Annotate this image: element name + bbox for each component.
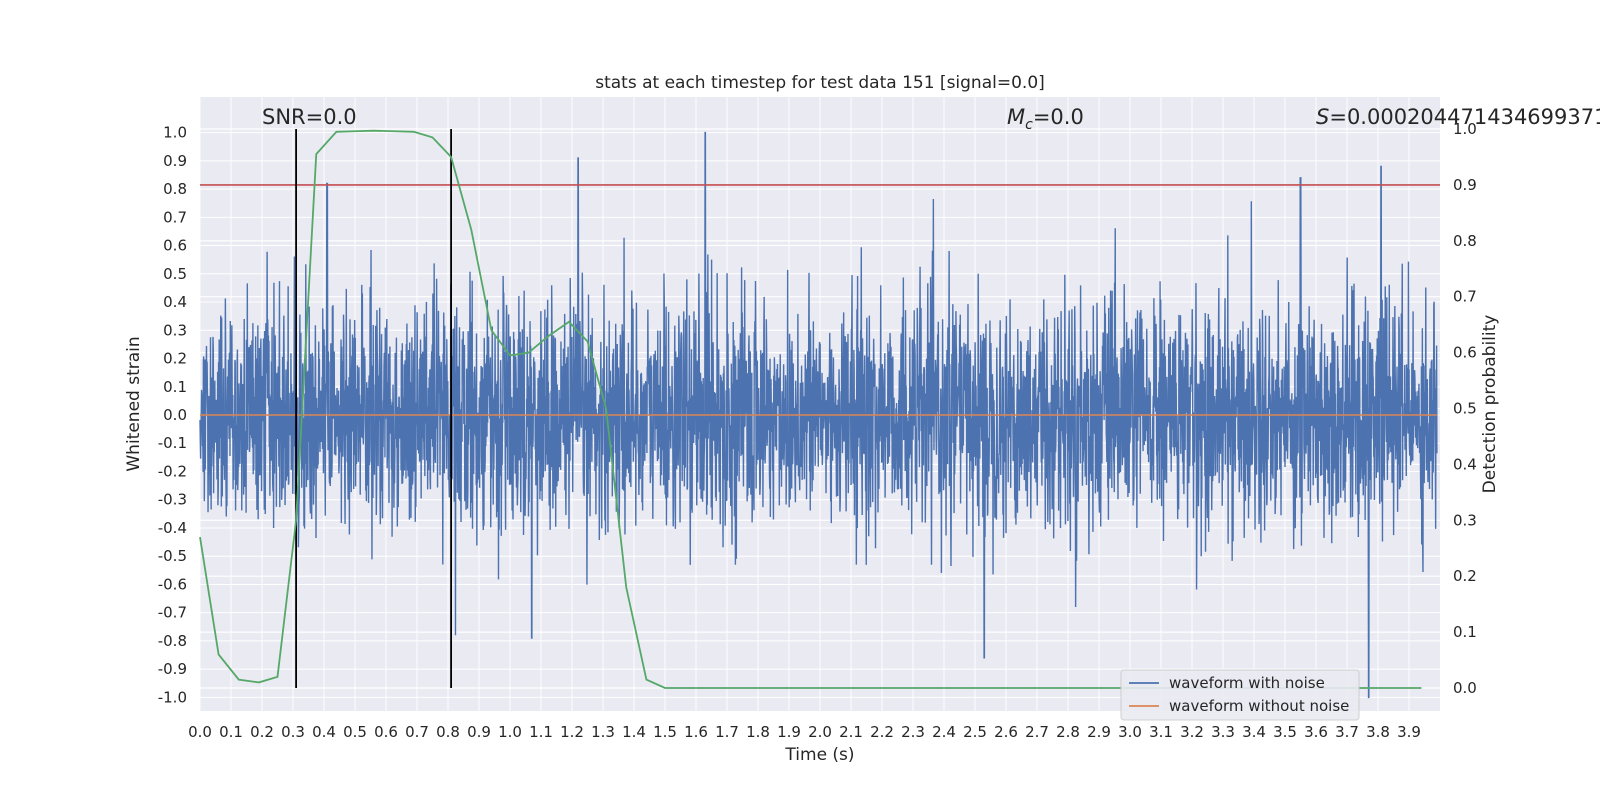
s-symbol: S xyxy=(1316,105,1329,129)
y-tick-label-right: 0.7 xyxy=(1453,288,1477,306)
x-tick-labels: 0.0 0.1 0.2 0.3 0.4 0.5 0.6 0.7 0.8 0.9 1.0 1.1 1.2 1… xyxy=(188,723,1421,741)
x-tick-label: 0.2 xyxy=(250,723,274,741)
y-tick-label-left: -0.6 xyxy=(158,575,187,593)
x-tick-label: 2.5 xyxy=(963,723,987,741)
x-tick-label: 3.5 xyxy=(1273,723,1297,741)
x-tick-label: 3.8 xyxy=(1366,723,1390,741)
x-tick-label: 3.9 xyxy=(1397,723,1421,741)
y-tick-label-left: 0.0 xyxy=(163,406,187,424)
chart-title: stats at each timestep for test data 151… xyxy=(595,73,1045,93)
x-tick-label: 0.5 xyxy=(343,723,367,741)
marker-lines-group xyxy=(295,129,453,688)
x-tick-label: 3.3 xyxy=(1211,723,1235,741)
x-tick-label: 1.0 xyxy=(498,723,522,741)
x-tick-label: 1.7 xyxy=(715,723,739,741)
y-tick-label-left: 1.0 xyxy=(163,124,187,142)
x-tick-label: 1.2 xyxy=(560,723,584,741)
legend-label-noise: waveform with noise xyxy=(1169,674,1325,692)
detection-probability-line xyxy=(199,129,1422,689)
snr-annotation: SNR=0.0 xyxy=(262,105,357,129)
y-tick-label-left: -0.5 xyxy=(158,547,187,565)
x-tick-label: 3.6 xyxy=(1304,723,1328,741)
snr-value: 0.0 xyxy=(323,105,356,129)
y-tick-label-left: -0.7 xyxy=(158,604,187,622)
y-tick-label-left: 0.7 xyxy=(163,208,187,226)
x-tick-label: 0.0 xyxy=(188,723,212,741)
y-axis-label-right: Detection probability xyxy=(1480,315,1500,494)
y-tick-labels-left: -1.0 -0.9 -0.8 -0.7 -0.6 -0.5 -0.4 -0.3 -0.2 -0.1… xyxy=(158,124,187,707)
legend: waveform with noise waveform without noi… xyxy=(1120,669,1360,721)
y-tick-label-right: 0.0 xyxy=(1453,679,1477,697)
y-tick-label-left: -0.1 xyxy=(158,434,187,452)
mc-subscript: c xyxy=(1025,117,1033,133)
x-tick-label: 2.0 xyxy=(808,723,832,741)
x-tick-label: 0.1 xyxy=(219,723,243,741)
legend-label-clean: waveform without noise xyxy=(1169,697,1349,715)
y-tick-label-left: 0.8 xyxy=(163,180,187,198)
x-tick-label: 1.3 xyxy=(591,723,615,741)
x-tick-label: 1.9 xyxy=(777,723,801,741)
x-tick-label: 2.6 xyxy=(994,723,1018,741)
x-tick-label: 2.7 xyxy=(1025,723,1049,741)
y-tick-label-left: 0.2 xyxy=(163,350,187,368)
legend-box xyxy=(1120,669,1360,721)
x-tick-label: 0.7 xyxy=(405,723,429,741)
x-tick-label: 0.4 xyxy=(312,723,336,741)
x-tick-label: 3.4 xyxy=(1242,723,1266,741)
x-tick-label: 2.3 xyxy=(901,723,925,741)
x-tick-label: 3.0 xyxy=(1118,723,1142,741)
y-tick-label-left: 0.6 xyxy=(163,237,187,255)
x-axis-label: Time (s) xyxy=(784,745,854,765)
waveform-with-noise-series xyxy=(199,131,1438,699)
x-tick-label: 1.4 xyxy=(622,723,646,741)
y-tick-label-right: 0.2 xyxy=(1453,567,1477,585)
y-tick-label-left: 0.5 xyxy=(163,265,187,283)
mc-suffix: =0.0 xyxy=(1033,105,1084,129)
y-tick-label-right: 0.9 xyxy=(1453,176,1477,194)
y-tick-label-left: 0.1 xyxy=(163,378,187,396)
x-tick-label: 2.2 xyxy=(870,723,894,741)
y-axis-label-left: Whitened strain xyxy=(124,336,144,471)
y-tick-label-left: -0.2 xyxy=(158,462,187,480)
x-tick-label: 1.5 xyxy=(653,723,677,741)
chirp-mass-annotation: Mc=0.0 xyxy=(1007,105,1084,133)
y-tick-label-left: 0.9 xyxy=(163,152,187,170)
y-tick-label-left: -0.8 xyxy=(158,632,187,650)
y-tick-label-right: 0.4 xyxy=(1453,455,1477,473)
x-tick-label: 2.4 xyxy=(932,723,956,741)
x-tick-label: 1.1 xyxy=(529,723,553,741)
y-tick-label-right: 0.3 xyxy=(1453,511,1477,529)
x-tick-label: 1.6 xyxy=(684,723,708,741)
y-tick-label-left: 0.4 xyxy=(163,293,187,311)
x-tick-label: 2.9 xyxy=(1087,723,1111,741)
x-tick-label: 3.1 xyxy=(1149,723,1173,741)
x-tick-label: 2.8 xyxy=(1056,723,1080,741)
x-tick-label: 0.3 xyxy=(281,723,305,741)
y-tick-label-left: -0.4 xyxy=(158,519,187,537)
x-tick-label: 3.7 xyxy=(1335,723,1359,741)
detection-probability-series xyxy=(199,129,1422,689)
mc-symbol: M xyxy=(1007,105,1025,129)
y-tick-label-right: 0.1 xyxy=(1453,623,1477,641)
y-tick-label-right: 1.0 xyxy=(1453,120,1477,138)
y-tick-label-right: 0.6 xyxy=(1453,344,1477,362)
x-tick-label: 0.6 xyxy=(374,723,398,741)
y-tick-label-left: -1.0 xyxy=(158,688,187,706)
y-tick-label-left: -0.3 xyxy=(158,491,187,509)
x-tick-label: 1.8 xyxy=(746,723,770,741)
s-suffix: =0.000204471434699371 xyxy=(1329,105,1600,129)
y-tick-label-left: -0.9 xyxy=(158,660,187,678)
x-tick-label: 0.8 xyxy=(436,723,460,741)
y-tick-labels-right: 0.0 0.1 0.2 0.3 0.4 0.5 0.6 0.7 0.8 0.9 1.0 xyxy=(1453,120,1477,697)
snr-prefix: SNR= xyxy=(262,105,323,129)
x-tick-label: 2.1 xyxy=(839,723,863,741)
waveform-with-noise-line xyxy=(199,131,1438,699)
x-tick-label: 0.9 xyxy=(467,723,491,741)
s-annotation: S=0.000204471434699371 xyxy=(1316,105,1600,129)
y-tick-label-right: 0.8 xyxy=(1453,232,1477,250)
y-tick-label-right: 0.5 xyxy=(1453,400,1477,418)
y-tick-label-left: 0.3 xyxy=(163,321,187,339)
x-tick-label: 3.2 xyxy=(1180,723,1204,741)
